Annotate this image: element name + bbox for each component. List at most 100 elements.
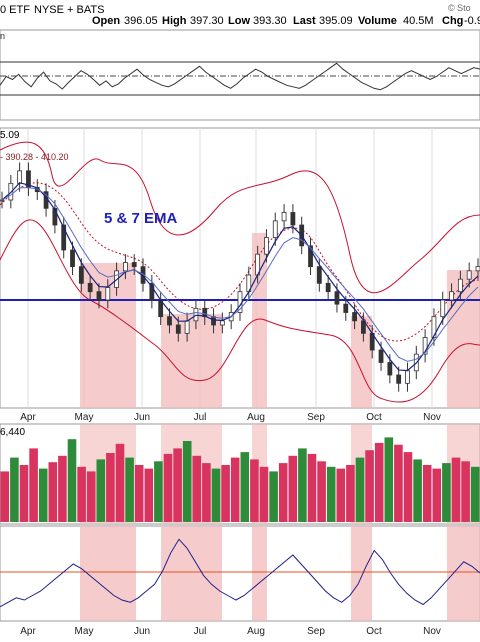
candle-body [316, 266, 322, 284]
top-oscillator-panel: n [0, 29, 480, 121]
candle-body [219, 320, 225, 326]
volume-bar [10, 457, 19, 522]
shade-oct-osc [351, 526, 372, 621]
volume-bar [182, 441, 192, 522]
volume-panel: 6,440 [0, 423, 480, 525]
month-axis-top: Apr May Jun Jul Aug Sep Oct Nov [20, 412, 441, 423]
candle-body [70, 249, 75, 268]
volume-bar [470, 466, 480, 522]
shade-oct [351, 316, 372, 408]
volume-bar [58, 455, 67, 522]
volume-bar [211, 468, 221, 522]
candle-body [431, 316, 437, 338]
volume-bar [250, 459, 259, 522]
last-label: Last [293, 15, 316, 27]
candle-body [175, 324, 181, 334]
candle-body [96, 291, 102, 301]
month-tick-label: May [75, 412, 94, 423]
exchange-text: NYSE + BATS [34, 4, 104, 16]
candle-body [61, 224, 67, 251]
volume-bar [86, 471, 96, 522]
month-tick-label: Sep [307, 412, 325, 423]
candle-body [105, 287, 111, 301]
price-candles [0, 162, 480, 392]
month-tick-label: Apr [20, 412, 36, 423]
volume-bar [278, 463, 288, 522]
volume-bar [115, 443, 125, 522]
bottom-oscillator-panel [0, 525, 480, 622]
month-tick-label: May [75, 626, 94, 637]
month-axis-bottom: Apr May Jun Jul Aug Sep Oct Nov [20, 626, 441, 637]
volume-bar [96, 459, 106, 522]
volume-bar [422, 465, 432, 522]
volume-bar [288, 455, 298, 522]
candle-body [343, 303, 349, 313]
volume-bar [154, 461, 163, 522]
volume-label: Volume [358, 15, 397, 27]
month-tick-label: Jun [134, 626, 150, 637]
volume-bar [221, 465, 230, 522]
oscillator-line [0, 538, 480, 608]
volume-bar [451, 457, 461, 522]
ema-7-line [1, 187, 479, 362]
candle-body [387, 362, 393, 376]
volume-bars [0, 437, 480, 522]
watermark: © Sto [448, 3, 471, 13]
volume-bar [240, 452, 250, 522]
volume-bar [29, 448, 38, 522]
volume-bar [163, 453, 173, 522]
bollinger-middle [0, 182, 480, 342]
volume-bar [77, 466, 86, 522]
candle-body [202, 307, 208, 318]
candle-body [457, 278, 463, 293]
price-panel: 5.09 - 390.28 - 410.20 5 & 7 EMA [0, 127, 480, 409]
month-tick-label: Aug [247, 626, 265, 637]
high-value: 397.30 [190, 15, 224, 27]
month-tick-label: Jul [194, 412, 207, 423]
panel-frame [0, 29, 480, 121]
volume-bar [355, 457, 365, 522]
volume-bar [298, 448, 307, 522]
volume-bar [0, 471, 10, 522]
candle-body [466, 270, 472, 280]
candle-body [449, 291, 454, 301]
panel-frame [0, 127, 480, 409]
volume-bar [374, 442, 384, 522]
volume-bar [317, 461, 326, 522]
volume-bar [202, 463, 211, 522]
month-tick-label: Sep [307, 626, 325, 637]
candle-body [52, 207, 58, 226]
candle-body [440, 299, 446, 318]
bollinger-lower [0, 219, 480, 403]
volume-bar [230, 457, 240, 522]
volume-bar [365, 450, 374, 522]
high-label: High [162, 15, 187, 27]
open-value: 396.05 [124, 15, 158, 27]
candle-body [167, 316, 172, 326]
ema-5-line [1, 182, 479, 372]
volume-bar [106, 453, 115, 522]
candle-body [396, 374, 402, 384]
month-tick-label: Oct [366, 412, 382, 423]
volume-bar [461, 461, 470, 522]
shade-nov-osc [447, 526, 480, 621]
bollinger-upper [0, 141, 480, 294]
month-tick-label: Nov [423, 412, 441, 423]
chg-value: -0.9 [464, 15, 480, 27]
chg-label: Chg [442, 15, 463, 27]
volume-bar [384, 437, 394, 522]
candle-body [184, 320, 190, 334]
volume-bar [442, 463, 451, 522]
volume-panel-label: 6,440 [0, 427, 25, 438]
candle-body [378, 349, 384, 363]
candle-body [17, 170, 23, 184]
volume-bar [403, 452, 413, 522]
candle-body [193, 307, 199, 322]
candle-body [0, 199, 5, 202]
shade-aug-osc [252, 526, 267, 621]
volume-bar [144, 468, 154, 522]
candle-body [87, 282, 93, 293]
candle-body [264, 237, 269, 255]
candle-body [475, 266, 480, 272]
